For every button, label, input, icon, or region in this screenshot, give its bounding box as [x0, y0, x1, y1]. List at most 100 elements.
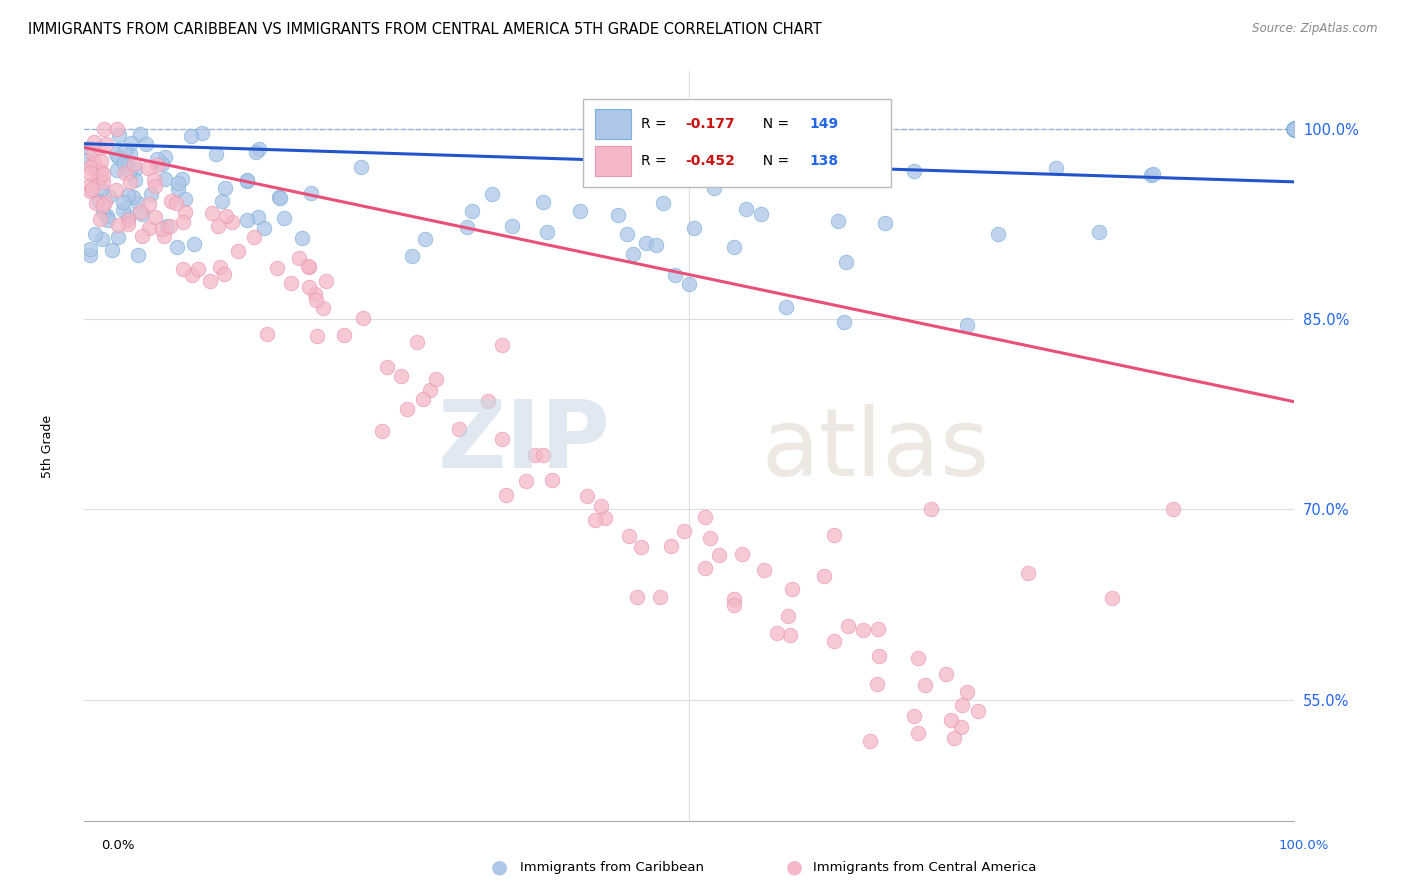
Point	[734, 202, 756, 216]
Point	[105, 121, 128, 136]
Text: 138: 138	[810, 154, 839, 169]
Point	[1282, 121, 1305, 136]
Point	[153, 150, 176, 164]
Point	[221, 215, 243, 229]
Point	[837, 619, 859, 633]
Point	[127, 247, 149, 261]
Point	[648, 590, 671, 604]
Point	[146, 158, 169, 172]
Point	[129, 205, 152, 219]
Point	[1282, 121, 1305, 136]
Point	[353, 311, 375, 326]
Point	[868, 622, 890, 636]
Point	[150, 157, 173, 171]
Point	[89, 141, 111, 155]
Point	[1282, 121, 1305, 136]
Point	[1282, 121, 1305, 136]
Text: N =: N =	[754, 154, 794, 169]
Point	[83, 227, 105, 242]
Point	[723, 240, 745, 254]
Point	[79, 242, 101, 256]
Point	[1101, 591, 1123, 606]
Point	[236, 173, 259, 187]
Text: R =: R =	[641, 154, 671, 169]
Point	[703, 181, 725, 195]
Point	[1282, 121, 1305, 136]
Point	[501, 219, 523, 234]
Point	[935, 666, 957, 681]
Point	[389, 369, 412, 384]
Point	[86, 172, 108, 186]
Point	[589, 499, 612, 513]
Point	[1282, 121, 1305, 136]
Point	[723, 591, 745, 606]
Text: N =: N =	[754, 117, 794, 131]
Point	[143, 178, 166, 193]
Point	[956, 685, 979, 699]
Point	[754, 563, 776, 577]
Point	[104, 183, 127, 197]
Text: atlas: atlas	[762, 404, 990, 496]
Point	[412, 392, 434, 406]
Point	[1282, 121, 1305, 136]
Point	[1282, 121, 1305, 136]
Point	[413, 232, 436, 246]
Point	[621, 247, 644, 261]
Point	[1282, 121, 1305, 136]
Text: ●: ●	[491, 857, 508, 877]
Point	[153, 228, 176, 243]
Text: 149: 149	[810, 117, 839, 131]
Point	[166, 240, 188, 254]
Point	[117, 209, 139, 223]
Text: 100.0%: 100.0%	[1278, 839, 1329, 852]
Point	[699, 531, 721, 545]
Point	[1282, 121, 1305, 136]
Point	[94, 195, 117, 210]
Point	[183, 236, 205, 251]
Point	[1282, 121, 1305, 136]
Point	[943, 731, 966, 745]
Text: Immigrants from Caribbean: Immigrants from Caribbean	[520, 861, 704, 873]
Point	[97, 213, 120, 227]
Point	[1139, 169, 1161, 183]
Point	[247, 211, 270, 225]
Point	[107, 218, 129, 232]
Point	[1045, 161, 1067, 176]
Point	[256, 327, 278, 342]
Point	[167, 176, 190, 190]
Point	[114, 145, 136, 159]
Text: ●: ●	[786, 857, 803, 877]
Text: 5th Grade: 5th Grade	[41, 415, 53, 477]
Point	[173, 205, 195, 219]
Point	[541, 473, 564, 487]
Point	[1282, 121, 1305, 136]
Point	[495, 488, 517, 502]
Point	[749, 207, 772, 221]
Point	[98, 188, 121, 202]
Point	[159, 219, 181, 233]
Point	[576, 489, 599, 503]
Point	[966, 704, 988, 718]
Point	[114, 165, 136, 179]
Point	[536, 225, 558, 239]
Point	[987, 227, 1010, 241]
Point	[1282, 121, 1305, 136]
Point	[90, 153, 112, 168]
Point	[91, 175, 114, 189]
Point	[949, 720, 972, 734]
Point	[79, 141, 101, 155]
Point	[211, 194, 233, 208]
Point	[215, 209, 238, 223]
Point	[779, 628, 801, 642]
Point	[1282, 121, 1305, 136]
Point	[208, 260, 231, 274]
Point	[180, 129, 202, 144]
Point	[914, 677, 936, 691]
Point	[1282, 121, 1305, 136]
Point	[531, 448, 554, 462]
Point	[873, 216, 896, 230]
Point	[90, 232, 112, 246]
Point	[630, 540, 652, 554]
Point	[401, 249, 423, 263]
Point	[1282, 121, 1305, 136]
